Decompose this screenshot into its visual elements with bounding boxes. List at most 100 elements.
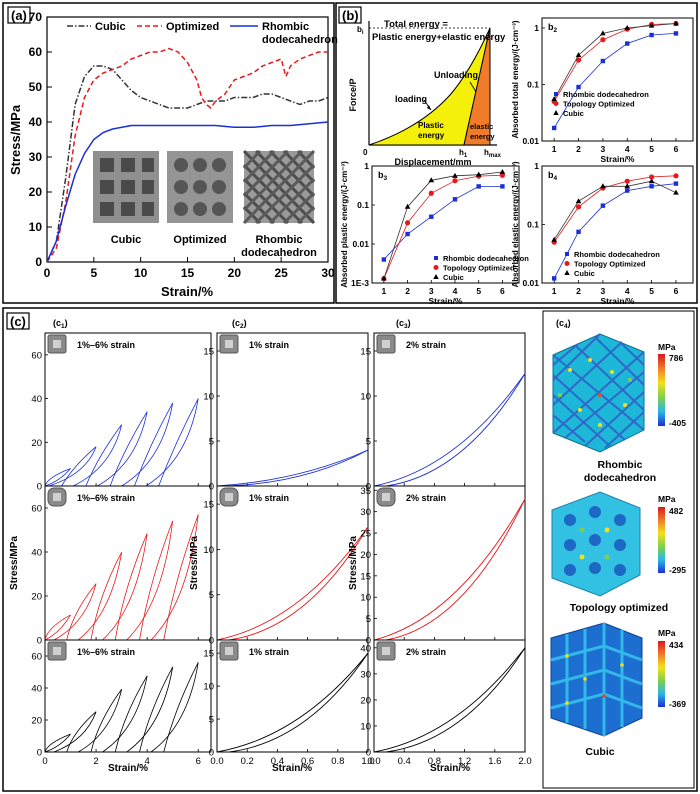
c-curve	[121, 402, 174, 487]
pb2-point	[551, 96, 557, 102]
pb4-point	[576, 229, 581, 235]
pb4-ylabel: Absorbed elastic energy/(J·cm⁻³)	[511, 161, 520, 287]
c-curve	[145, 398, 199, 487]
c-xlabel-2: Strain/%	[272, 763, 312, 774]
c-curve	[150, 514, 199, 641]
c-axes-r0c0	[44, 332, 212, 487]
c-curve	[48, 446, 97, 487]
c-ytick-label: 5	[366, 437, 371, 448]
pb3-point	[429, 214, 434, 219]
panel-a-frame	[2, 2, 335, 304]
photo-label-cubic: Cubic	[111, 234, 142, 246]
c-xtick-label: 0.2	[241, 756, 254, 767]
c-xtick-label: 0.6	[301, 756, 314, 767]
c-curve	[163, 514, 199, 641]
c-ytick-label: 0	[37, 748, 42, 759]
c-axes-r1c2	[373, 485, 526, 641]
c-ylabel-3: Stress/MPa	[348, 536, 359, 590]
c-curve	[44, 468, 71, 487]
c4-label: (c4)	[556, 318, 571, 330]
pb3-xtick-label: 2	[405, 286, 410, 296]
c4-to-max: 482	[669, 506, 683, 516]
c-ytick-label: 0	[366, 482, 371, 493]
legend-a-cubic: Cubic	[95, 21, 126, 33]
c-ytick-label: 0	[37, 636, 42, 647]
c-curve	[77, 552, 123, 641]
pb4-legend-text: Cubic	[574, 269, 595, 278]
c-xtick-label: 4	[145, 756, 150, 767]
c4-rh-max: 786	[669, 353, 683, 363]
pb2-point	[575, 52, 582, 58]
pb2-line-2	[553, 23, 677, 100]
pb3-xtick-label: 1	[381, 286, 386, 296]
pb2-point	[648, 22, 655, 28]
pb4-legend-text: Topology Optimized	[574, 260, 646, 269]
chart-a-ticks: 0 5 10 15 20 25 30 0 10 20 30 40 50 60 70	[29, 10, 335, 280]
pb4-point	[673, 173, 679, 179]
c-curve	[102, 533, 148, 641]
c-strain-label: 2% strain	[406, 647, 446, 657]
pb4-legend-marker	[565, 252, 569, 256]
c-ytick-label: 20	[31, 438, 42, 449]
c-ylabel-1: Stress/MPa	[9, 536, 20, 590]
pb2-legend-marker	[553, 110, 559, 115]
pb4-point	[551, 236, 557, 242]
topology-fem-image	[551, 491, 641, 597]
pb2-legend-marker	[553, 101, 559, 106]
pb2-point	[551, 125, 557, 131]
pb3-ytick-label: 0.01	[352, 239, 369, 249]
c-ytick-label: 0	[37, 482, 42, 493]
c-ytick-label: 40	[31, 548, 42, 559]
pb2-point	[624, 24, 631, 30]
c-curve	[114, 533, 148, 641]
pb4-point	[575, 204, 582, 210]
c-axes-r2c2	[373, 639, 526, 753]
pb3-ylabel: Absorbed plastic energy/(J·cm⁻³)	[340, 161, 349, 288]
unit-cell-icon-hole	[382, 493, 390, 501]
c4-cu-min: -369	[669, 699, 686, 709]
c-curve	[44, 733, 71, 753]
c-curve	[109, 411, 148, 487]
c-ytick-label: 60	[31, 504, 42, 515]
b1-h1: h1	[459, 148, 468, 159]
c-curve	[126, 666, 174, 753]
c-xlabel-1: Strain/%	[108, 763, 148, 774]
pb3-point	[404, 203, 411, 209]
pb2-legend-text: Rhombic dodecahedron	[563, 90, 649, 99]
pb2-legend-text: Cubic	[563, 109, 584, 118]
pb4-xtick-label: 6	[674, 286, 679, 296]
c-curve	[139, 666, 174, 753]
c-curve-load	[216, 449, 369, 487]
c-ytick-label: 20	[31, 716, 42, 727]
a-xtick-label: 10	[134, 266, 148, 280]
pb3-point	[475, 171, 482, 177]
panel-b-frame	[335, 2, 698, 304]
a-series-optimized	[46, 47, 328, 263]
c-strain-label: 2% strain	[406, 340, 446, 350]
c-curve	[102, 675, 148, 753]
c-ytick-label: 25	[360, 529, 371, 540]
pb2-xtick-label: 2	[576, 144, 581, 154]
unit-cell-icon-hole	[225, 340, 233, 348]
c-strain-label: 2% strain	[406, 493, 446, 503]
pb2-xtick-label: 4	[625, 144, 630, 154]
c-ytick-label: 0	[366, 748, 371, 759]
c-ytick-label: 10	[203, 392, 214, 403]
unit-cell-icon-hole	[225, 647, 233, 655]
c-ylabel-2: Stress/MPa	[189, 536, 200, 590]
pb3-ytick-label: 0.1	[357, 200, 369, 210]
a-series-cubic	[46, 65, 329, 263]
a-ytick-label: 50	[29, 80, 43, 94]
c-ytick-label: 0	[209, 636, 214, 647]
pb4-legend-marker	[564, 270, 570, 275]
pb3-ytick-label: 1	[364, 161, 369, 171]
pb3-legend-text: Rhombic dodecahedron	[443, 254, 529, 263]
c-strain-label: 1% strain	[249, 493, 289, 503]
pb3-legend-text: Cubic	[443, 273, 464, 282]
pb2-point	[600, 37, 606, 43]
pb3-legend-marker	[434, 256, 438, 260]
pb4-xtick-label: 3	[601, 286, 606, 296]
pb4-point	[625, 188, 630, 193]
c-col-tag-3: (c3)	[396, 318, 411, 330]
